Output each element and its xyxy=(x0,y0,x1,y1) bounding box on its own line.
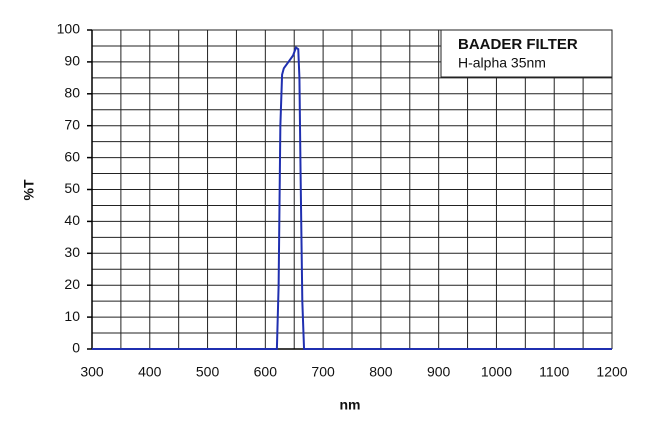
x-tick-label: 300 xyxy=(80,364,104,380)
y-tick-label: 0 xyxy=(72,340,80,356)
x-tick-label: 800 xyxy=(369,364,393,380)
y-tick-label: 90 xyxy=(64,53,80,69)
legend-entry: H-alpha 35nm xyxy=(458,55,546,71)
x-tick-label: 700 xyxy=(311,364,335,380)
legend-title: BAADER FILTER xyxy=(458,36,578,53)
legend-box xyxy=(440,29,613,78)
y-axis-label: %T xyxy=(21,179,37,200)
y-tick-label: 50 xyxy=(64,180,80,196)
y-tick-label: 40 xyxy=(64,212,80,228)
x-tick-label: 1000 xyxy=(481,364,512,380)
y-tick-label: 100 xyxy=(57,21,81,37)
x-tick-label: 400 xyxy=(138,364,162,380)
y-tick-label: 80 xyxy=(64,85,80,101)
x-tick-label: 600 xyxy=(254,364,278,380)
y-tick-label: 10 xyxy=(64,308,80,324)
x-tick-label: 900 xyxy=(427,364,451,380)
x-axis-label: nm xyxy=(340,397,361,413)
y-tick-label: 20 xyxy=(64,276,80,292)
data-line xyxy=(92,45,612,350)
y-tick-label: 60 xyxy=(64,148,80,164)
y-tick-label: 70 xyxy=(64,116,80,132)
y-tick-label: 30 xyxy=(64,244,80,260)
x-tick-label: 1200 xyxy=(596,364,627,380)
x-tick-label: 1100 xyxy=(539,364,569,380)
x-tick-label: 500 xyxy=(196,364,220,380)
